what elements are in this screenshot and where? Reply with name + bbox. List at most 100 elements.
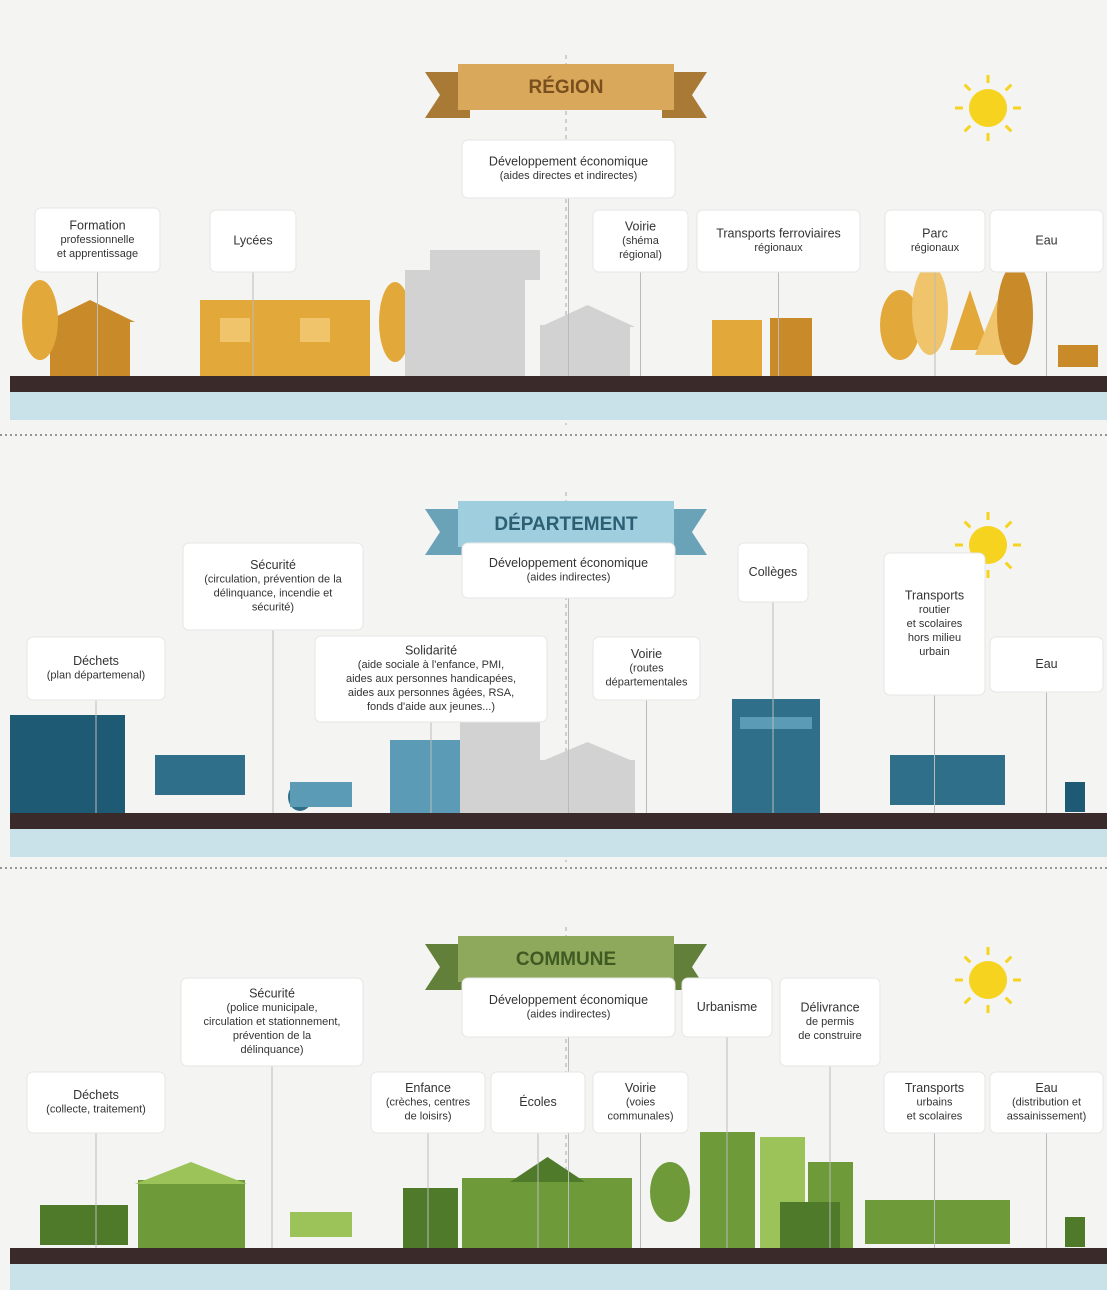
callout-text: (crèches, centres	[386, 1096, 471, 1108]
callout-text: de loisirs)	[404, 1110, 451, 1122]
callout-text: (voies	[626, 1096, 656, 1108]
water	[10, 829, 1107, 857]
callout-text: (police municipale,	[226, 1002, 317, 1014]
illustration	[540, 325, 630, 376]
illustration	[22, 280, 58, 360]
callout-text: Voirie	[625, 1081, 656, 1095]
callout-text: (routes	[629, 662, 664, 674]
callout-text: urbain	[919, 646, 950, 658]
callout-text: (aides indirectes)	[527, 571, 611, 583]
callout-text: Formation	[69, 218, 125, 232]
callout-text: professionnelle	[61, 234, 135, 246]
callout-text: de permis	[806, 1016, 855, 1028]
illustration	[865, 1200, 1010, 1244]
illustration	[712, 320, 762, 376]
ground	[10, 376, 1107, 392]
water	[10, 392, 1107, 420]
callout-text: hors milieu	[908, 632, 961, 644]
callout-text: Sécurité	[250, 558, 296, 572]
illustration	[890, 755, 1005, 805]
callout-text: Déchets	[73, 654, 119, 668]
illustration	[460, 707, 540, 813]
callout-text: et scolaires	[907, 1110, 963, 1122]
illustration	[50, 320, 130, 376]
callout-text: de construire	[798, 1030, 862, 1042]
callout-text: Écoles	[519, 1094, 557, 1109]
callout-text: Eau	[1035, 1081, 1057, 1095]
callout-text: Voirie	[625, 219, 656, 233]
callout-text: (plan départemenal)	[47, 669, 145, 681]
sun	[969, 89, 1007, 127]
callout-text: délinquance, incendie et	[214, 587, 333, 599]
illustration	[405, 270, 525, 376]
illustration	[220, 318, 250, 342]
illustration	[732, 699, 820, 813]
callout-text: Déchets	[73, 1088, 119, 1102]
callout-text: Voirie	[631, 647, 662, 661]
callout-text: Développement économique	[489, 154, 648, 168]
water	[10, 1264, 1107, 1290]
callout-text: délinquance)	[241, 1044, 304, 1056]
illustration	[290, 782, 352, 807]
illustration	[770, 318, 812, 376]
illustration	[300, 318, 330, 342]
callout-text: (circulation, prévention de la	[204, 573, 342, 585]
illustration	[155, 755, 245, 795]
callout-text: Transports	[905, 588, 964, 602]
callout-text: et scolaires	[907, 618, 963, 630]
callout-text: communales)	[607, 1110, 673, 1122]
infographic: RÉGION Formation professionnelle et apprent…	[0, 0, 1107, 1290]
illustration	[138, 1180, 245, 1248]
callout-text: sécurité)	[252, 601, 294, 613]
callout-text: Développement économique	[489, 556, 648, 570]
illustration	[997, 265, 1033, 365]
callout-text: Transports	[905, 1081, 964, 1095]
callout-text: fonds d'aide aux jeunes...)	[367, 701, 495, 713]
sun	[969, 961, 1007, 999]
ground	[10, 813, 1107, 829]
banner-title: RÉGION	[529, 76, 604, 98]
callout-text: Parc	[922, 226, 948, 240]
callout-text: régional)	[619, 249, 662, 261]
illustration	[430, 250, 540, 280]
illustration	[740, 717, 812, 729]
callout-text: Urbanisme	[697, 1000, 757, 1014]
callout-text: (aides indirectes)	[527, 1008, 611, 1020]
banner-title: DÉPARTEMENT	[494, 513, 638, 535]
illustration	[10, 715, 125, 813]
callout-text: Eau	[1035, 657, 1057, 671]
callout-text: Délivrance	[800, 1000, 859, 1014]
callout-text: circulation et stationnement,	[204, 1016, 341, 1028]
illustration	[403, 1188, 458, 1248]
callout-text: (aides directes et indirectes)	[500, 170, 638, 182]
banner-title: COMMUNE	[516, 949, 616, 970]
callout-text: Développement économique	[489, 993, 648, 1007]
page: RÉGION Formation professionnelle et apprent…	[0, 0, 1107, 1290]
callout-text: Solidarité	[405, 643, 457, 657]
callout-text: Enfance	[405, 1081, 451, 1095]
callout-text: régionaux	[911, 242, 960, 254]
callout-text: régionaux	[754, 242, 803, 254]
callout-text: Transports ferroviaires	[716, 226, 841, 240]
callout-text: départementales	[606, 676, 688, 688]
callout-text: assainissement)	[1007, 1110, 1086, 1122]
callout-text: et apprentissage	[57, 248, 138, 260]
illustration	[1065, 782, 1085, 812]
illustration	[1065, 1217, 1085, 1247]
callout-text: aides aux personnes âgées, RSA,	[348, 687, 514, 699]
callout-text: aides aux personnes handicapées,	[346, 673, 516, 685]
illustration	[912, 265, 948, 355]
callout-text: Sécurité	[249, 986, 295, 1000]
callout-text: (aide sociale à l'enfance, PMI,	[358, 659, 504, 671]
callout-text: Collèges	[749, 565, 798, 579]
callout-text: (collecte, traitement)	[46, 1103, 146, 1115]
callout-text: routier	[919, 604, 951, 616]
illustration	[1058, 345, 1098, 367]
callout-text: (distribution et	[1012, 1096, 1081, 1108]
illustration	[780, 1202, 840, 1248]
callout-text: Lycées	[233, 233, 272, 247]
illustration	[290, 1212, 352, 1237]
illustration	[650, 1162, 690, 1222]
illustration	[540, 760, 635, 813]
callout-text: prévention de la	[233, 1030, 312, 1042]
